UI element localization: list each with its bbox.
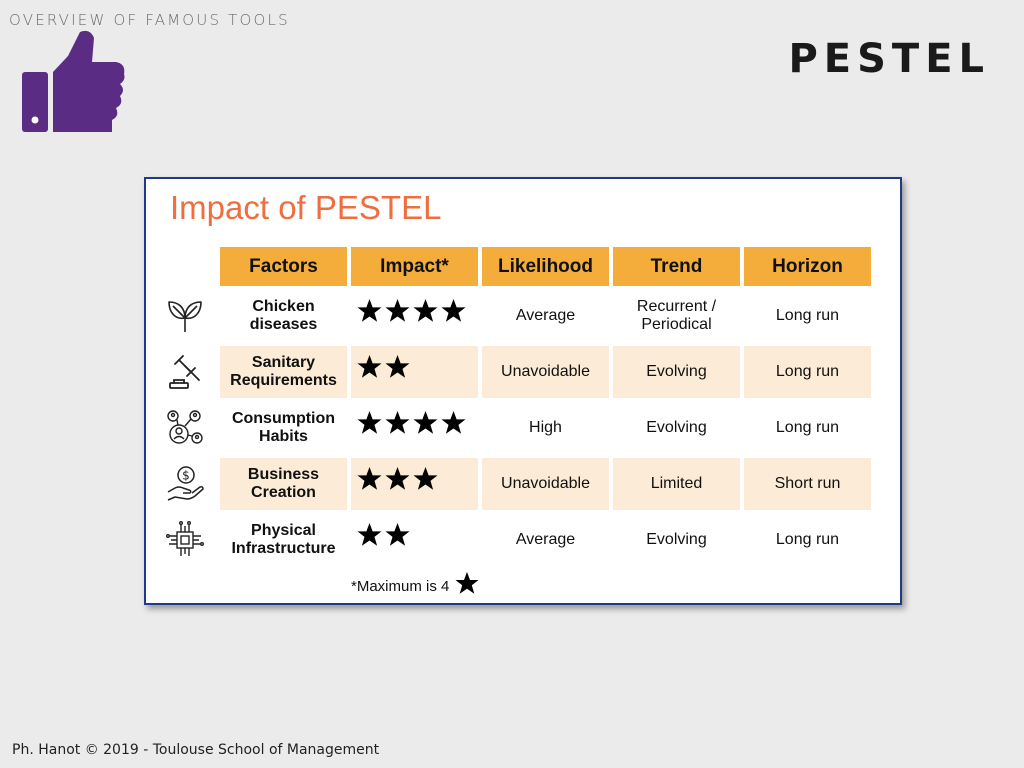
star-icon: [441, 299, 466, 322]
factor-cell: Business Creation: [220, 458, 347, 510]
star-icon: [385, 355, 410, 378]
star-icon: [455, 572, 479, 594]
trend-cell: Recurrent / Periodical: [636, 297, 717, 333]
impact-table: Factors Impact* Likelihood Trend Horizon…: [156, 247, 871, 566]
factor-cell: Consumption Habits: [231, 409, 336, 445]
footnote-text: *Maximum is 4: [351, 577, 450, 595]
table-row: Consumption Habits High Evolving Long ru…: [156, 402, 871, 454]
trend-cell: Evolving: [646, 530, 707, 548]
star-icon: [413, 467, 438, 490]
star-icon: [385, 467, 410, 490]
trend-cell: Evolving: [613, 346, 740, 398]
likelihood-cell: Unavoidable: [482, 346, 609, 398]
likelihood-cell: High: [529, 418, 562, 436]
card-title: Impact of PESTEL: [170, 189, 442, 226]
star-icon: [385, 411, 410, 434]
impact-rating: [351, 514, 478, 566]
column-header-horizon: Horizon: [744, 247, 871, 286]
likelihood-cell: Unavoidable: [482, 458, 609, 510]
horizon-cell: Long run: [775, 530, 840, 548]
factor-cell: Chicken diseases: [249, 297, 318, 333]
star-icon: [357, 355, 382, 378]
table-row: $ Business Creation Unavoidable Limited …: [156, 458, 871, 510]
circuit-chip-icon: [166, 521, 205, 556]
column-header-impact: Impact*: [351, 247, 478, 286]
star-icon: [357, 523, 382, 546]
thumbs-up-icon: [22, 30, 125, 132]
impact-rating: [351, 346, 478, 398]
footnote: *Maximum is 4: [351, 572, 482, 595]
section-label: OVERVIEW OF FAMOUS TOOLS: [9, 11, 290, 29]
gavel-icon: [169, 355, 200, 389]
svg-text:$: $: [182, 469, 190, 483]
impact-rating: [351, 290, 478, 342]
star-icon: [413, 299, 438, 322]
trend-cell: Evolving: [646, 418, 707, 436]
slide-title: PESTEL: [788, 36, 990, 82]
plant-icon: [168, 301, 202, 332]
table-header: Factors Impact* Likelihood Trend Horizon: [156, 247, 871, 286]
money-hand-icon: $: [167, 466, 204, 501]
column-header-likelihood: Likelihood: [482, 247, 609, 286]
table-row: Sanitary Requirements Unavoidable Evolvi…: [156, 346, 871, 398]
horizon-cell: Long run: [775, 306, 840, 324]
star-icon: [441, 411, 466, 434]
horizon-cell: Long run: [744, 346, 871, 398]
star-icon: [385, 523, 410, 546]
horizon-cell: Long run: [775, 418, 840, 436]
column-header-factors: Factors: [220, 247, 347, 286]
factor-cell: Sanitary Requirements: [220, 346, 347, 398]
likelihood-cell: Average: [515, 530, 576, 548]
impact-rating: [351, 458, 478, 510]
horizon-cell: Short run: [744, 458, 871, 510]
table-row: Physical Infrastructure Average Evolving…: [156, 514, 871, 566]
star-icon: [357, 299, 382, 322]
pestel-impact-card: Impact of PESTEL Factors Impact* Likelih…: [144, 177, 902, 605]
factor-cell: Physical Infrastructure: [231, 521, 336, 557]
footer-credit: Ph. Hanot © 2019 - Toulouse School of Ma…: [12, 742, 380, 758]
trend-cell: Limited: [613, 458, 740, 510]
star-icon: [413, 411, 438, 434]
likelihood-cell: Average: [515, 306, 576, 324]
people-network-icon: [167, 410, 203, 444]
impact-rating: [351, 402, 478, 454]
column-header-trend: Trend: [613, 247, 740, 286]
table-row: Chicken diseases Average Recurrent / Per…: [156, 290, 871, 342]
star-icon: [385, 299, 410, 322]
star-icon: [357, 467, 382, 490]
star-icon: [357, 411, 382, 434]
